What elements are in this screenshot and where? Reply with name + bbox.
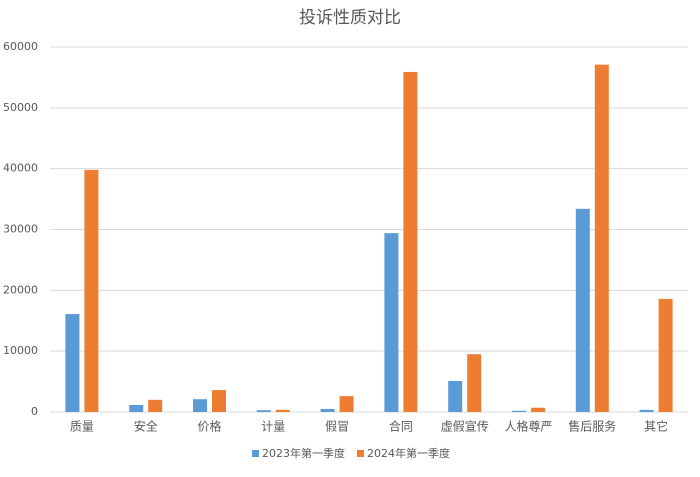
bar	[275, 409, 290, 412]
bar	[448, 380, 463, 412]
y-tick-label: 20000	[3, 283, 38, 296]
x-tick-label: 质量	[70, 420, 94, 434]
y-tick-label: 60000	[3, 40, 38, 53]
bar	[384, 233, 399, 412]
x-tick-label: 安全	[134, 419, 158, 434]
bar	[339, 396, 354, 412]
x-tick-label: 其它	[644, 419, 668, 434]
bar	[531, 407, 545, 412]
y-tick-label: 40000	[3, 162, 38, 175]
bar	[658, 298, 673, 412]
y-tick-label: 10000	[3, 344, 38, 357]
x-tick-label: 合同	[389, 419, 413, 434]
legend-label: 2023年第一季度	[262, 446, 345, 460]
y-tick-label: 30000	[3, 223, 38, 236]
legend-swatch	[357, 450, 364, 457]
legend-swatch	[252, 450, 259, 457]
bar	[148, 399, 163, 412]
x-tick-label: 计量	[261, 420, 285, 434]
x-tick-label: 价格	[197, 419, 221, 434]
bar	[84, 169, 99, 412]
bar	[639, 409, 654, 412]
y-tick-label: 0	[31, 405, 38, 418]
bar	[212, 390, 226, 412]
x-tick-label: 虚假宣传	[441, 419, 489, 434]
x-tick-label: 售后服务	[568, 419, 616, 434]
bar	[594, 64, 609, 413]
bar	[129, 405, 144, 412]
bar	[193, 399, 207, 412]
bar	[320, 408, 335, 412]
bar	[575, 208, 590, 412]
legend-label: 2024年第一季度	[367, 446, 450, 460]
chart-title: 投诉性质对比	[299, 8, 401, 28]
x-tick-label: 假冒	[325, 420, 349, 434]
bar	[403, 71, 418, 413]
bar	[65, 314, 80, 412]
bar	[512, 410, 526, 412]
bar	[467, 354, 482, 412]
x-tick-label: 人格尊严	[504, 419, 552, 434]
y-tick-label: 50000	[3, 101, 38, 114]
bar	[256, 410, 271, 412]
